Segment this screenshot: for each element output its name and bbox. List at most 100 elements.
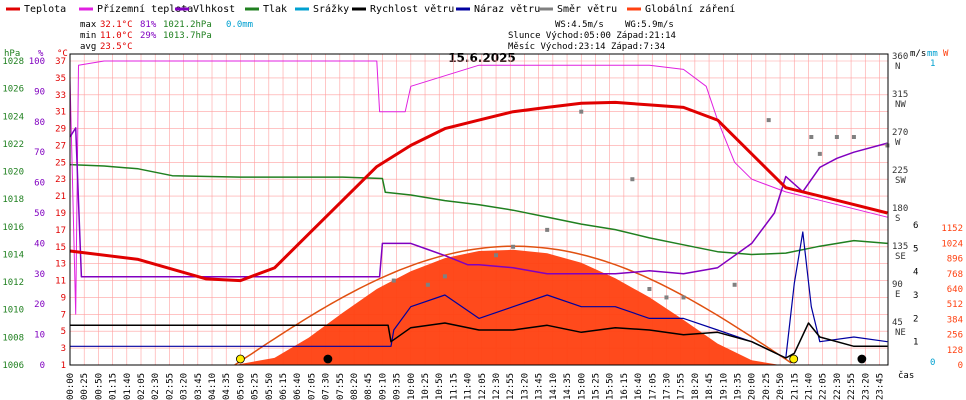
series-global-radiation <box>234 245 792 366</box>
tick-label-radiation: 512 <box>947 300 963 310</box>
tick-label-direction: 225 <box>892 166 908 176</box>
legend-item-global-radiation: Globální záření <box>627 3 735 15</box>
tick-label-time: 13:45 <box>535 373 545 400</box>
legend-item-humidity: Vlhkost <box>175 4 235 15</box>
tick-label-direction-name: SW <box>895 176 906 186</box>
legend-item-wind-speed: Rychlost větru <box>352 3 454 15</box>
unit-label-hpa: hPa <box>4 49 20 59</box>
legend-item-ground-temperature: Přízemní teplota <box>79 3 193 15</box>
legend-item-rain: Srážky <box>295 3 349 15</box>
tick-label-humidity: 40 <box>34 239 45 249</box>
tick-label-radiation: 128 <box>947 346 963 356</box>
tick-label-radiation: 256 <box>947 331 963 341</box>
tick-label-rain: 0 <box>930 358 935 368</box>
tick-label-radiation: 640 <box>947 285 963 295</box>
tick-label-time: 23:45 <box>875 373 885 400</box>
tick-label-radiation: 1024 <box>941 239 963 249</box>
tick-label-time: 18:45 <box>705 373 715 400</box>
sun-info: Slunce Východ:05:00 Západ:21:14 <box>508 31 676 41</box>
tick-label-time: 00:25 <box>80 373 90 400</box>
wind-direction-point <box>425 282 430 287</box>
tick-label-time: 21:40 <box>804 373 814 400</box>
tick-label-radiation: 896 <box>947 255 963 265</box>
tick-label-time: 21:15 <box>790 373 800 400</box>
tick-label-time: 12:55 <box>506 373 516 400</box>
tick-label-temperature: 27 <box>55 141 66 151</box>
tick-label-wind: 5 <box>913 244 918 254</box>
tick-label-direction-name: W <box>895 138 901 148</box>
tick-label-time: 15:25 <box>591 373 601 400</box>
legend-label-ground-temperature: Přízemní teplota <box>97 3 193 15</box>
wind-direction-point <box>545 227 550 232</box>
tick-label-time: 07:05 <box>307 373 317 400</box>
series-ground-temperature <box>69 60 888 315</box>
series-wind-gust <box>70 231 888 359</box>
tick-label-time: 20:25 <box>762 373 772 400</box>
tick-label-temperature: 37 <box>55 57 66 67</box>
tick-label-time: 15:00 <box>577 373 587 400</box>
x-axis-label: čas <box>898 370 914 381</box>
tick-label-direction: 360 <box>892 52 908 62</box>
tick-label-time: 19:35 <box>733 373 743 400</box>
tick-label-time: 15:50 <box>606 373 616 400</box>
tick-label-pressure: 1022 <box>2 140 24 150</box>
tick-label-temperature: 1 <box>61 361 66 371</box>
wind-direction-point <box>442 274 447 279</box>
tick-label-wind: 2 <box>913 314 918 324</box>
unit-label-celsius: °C <box>57 49 68 59</box>
tick-label-temperature: 35 <box>55 74 66 84</box>
tick-label-radiation: 384 <box>947 315 963 325</box>
legend-item-pressure: Tlak <box>245 4 287 15</box>
legend-label-humidity: Vlhkost <box>193 4 235 15</box>
tick-label-time: 10:00 <box>407 373 417 400</box>
tick-label-time: 14:10 <box>549 373 559 400</box>
tick-label-temperature: 19 <box>55 209 66 219</box>
wind-direction-point <box>851 135 856 139</box>
stats-max-rain: 0.0mm <box>226 20 253 30</box>
tick-label-direction: 90 <box>892 280 903 290</box>
tick-label-time: 02:05 <box>137 373 147 400</box>
tick-label-rain: 1 <box>930 59 935 69</box>
stats-max-temp: 32.1°C <box>100 20 133 30</box>
stats-min-press: 1013.7hPa <box>163 31 212 41</box>
wind-direction-point <box>494 253 499 258</box>
wind-direction-point <box>511 244 516 249</box>
tick-label-time: 23:20 <box>861 373 871 400</box>
tick-label-direction-name: NE <box>895 328 906 338</box>
sunset-marker <box>789 354 799 364</box>
stats-max-label: max <box>80 20 97 30</box>
tick-label-temperature: 7 <box>61 310 66 320</box>
legend-label-wind-gust: Náraz větru <box>474 3 540 15</box>
tick-label-time: 03:45 <box>194 373 204 400</box>
moon-info: Měsíc Východ:23:14 Západ:7:34 <box>508 42 665 52</box>
tick-label-temperature: 3 <box>61 344 66 354</box>
tick-label-time: 04:35 <box>222 373 232 400</box>
wind-direction-point <box>732 282 737 287</box>
series-humidity <box>69 127 888 278</box>
tick-label-temperature: 33 <box>55 91 66 101</box>
wind-direction-point <box>664 295 669 300</box>
tick-label-time: 07:55 <box>336 373 346 400</box>
tick-label-radiation: 1152 <box>941 224 963 234</box>
tick-label-humidity: 10 <box>34 331 45 341</box>
tick-label-time: 16:15 <box>620 373 630 400</box>
tick-label-wind: 6 <box>913 221 918 231</box>
tick-label-pressure: 1014 <box>2 250 24 260</box>
wind-gust-info: WG:5.9m/s <box>625 20 674 30</box>
legend-label-wind-direction: Směr větru <box>557 3 617 15</box>
stats-max-hum: 81% <box>140 20 157 30</box>
series-wind-speed <box>70 322 888 359</box>
tick-label-time: 22:30 <box>833 373 843 400</box>
legend-item-wind-direction: Směr větru <box>539 3 617 15</box>
series-lines <box>69 60 890 359</box>
radiation-area <box>234 249 781 365</box>
tick-label-wind: 3 <box>913 291 918 301</box>
tick-label-time: 02:30 <box>151 373 161 400</box>
tick-label-time: 19:10 <box>719 373 729 400</box>
tick-label-humidity: 50 <box>34 209 45 219</box>
tick-label-time: 11:40 <box>464 373 474 400</box>
stats-block: max 32.1°C 81% 1021.2hPa 0.0mm min 11.0°… <box>80 20 253 52</box>
tick-label-time: 09:10 <box>378 373 388 400</box>
sunrise-marker <box>236 354 245 364</box>
